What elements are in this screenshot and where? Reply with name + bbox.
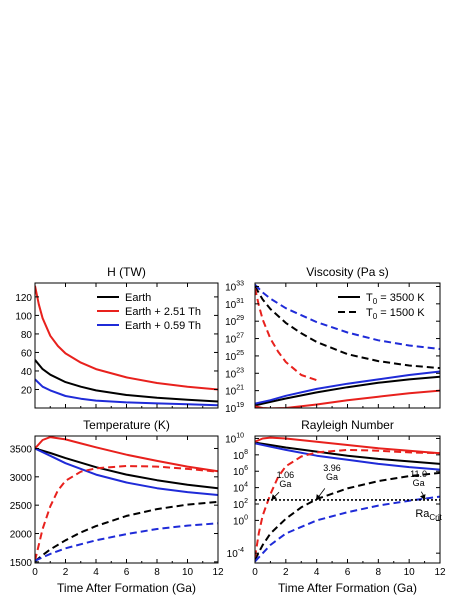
- x-tick-label: 4: [314, 567, 320, 578]
- x-tick-label: 6: [124, 567, 130, 578]
- legend-label: T0 = 1500 K: [366, 307, 425, 321]
- series-line-rayleigh-3: [255, 471, 440, 561]
- series-line-temperature-3: [35, 500, 218, 563]
- x-axis-title: Time After Formation (Ga): [278, 581, 417, 595]
- x-tick-label: 12: [212, 567, 224, 578]
- series-line-temperature-5: [35, 522, 218, 562]
- series-line-heat-0: [35, 359, 218, 403]
- y-tick-label: 108: [233, 449, 248, 462]
- y-tick-label: 1033: [225, 280, 244, 293]
- series-line-rayleigh-1: [255, 436, 440, 455]
- series-line-viscosity-0: [255, 375, 440, 407]
- panel-temperature: Temperature (K) 0 2 4 6 8 10 12 1500 2000 2500 3000…: [10, 418, 224, 595]
- series-line-rayleigh-2: [255, 442, 440, 471]
- x-tick-label: 4: [93, 567, 99, 578]
- y-tick-label: 102: [233, 498, 248, 511]
- y-tick-label: 1031: [225, 298, 244, 311]
- series-line-heat-1: [35, 285, 218, 391]
- y-tick-label: 1023: [225, 367, 244, 380]
- panel-title-rayleigh: Rayleigh Number: [301, 418, 394, 432]
- y-tick-label: 1027: [225, 333, 244, 346]
- series-line-temperature-1: [35, 436, 218, 473]
- y-tick-label: 2500: [10, 501, 33, 512]
- x-tick-label: 12: [434, 567, 446, 578]
- annotation-value: 11.0: [410, 469, 427, 479]
- y-tick-label: 100: [233, 514, 248, 527]
- y-tick-label: 1025: [225, 350, 244, 363]
- y-tick-label: 1500: [10, 558, 33, 569]
- y-tick-label: 40: [21, 367, 33, 378]
- panel-title-heat: H (TW): [107, 265, 146, 279]
- panel-title-temperature: Temperature (K): [83, 418, 170, 432]
- series-line-rayleigh-4: [255, 448, 440, 558]
- annotation-unit: Ga: [326, 472, 338, 482]
- series-line-temperature-2: [35, 447, 218, 496]
- y-tick-label: 3500: [10, 444, 33, 455]
- series-line-heat-2: [35, 378, 218, 407]
- x-tick-label: 2: [63, 567, 69, 578]
- y-tick-label: 20: [21, 385, 33, 396]
- y-tick-label: 1029: [225, 315, 244, 328]
- y-tick-label: 100: [15, 311, 32, 322]
- legend-label: T0 = 3500 K: [366, 292, 425, 306]
- annotation-value: 3.96: [323, 463, 341, 473]
- panel-title-viscosity: Viscosity (Pa s): [306, 265, 388, 279]
- y-tick-label: 2000: [10, 530, 33, 541]
- x-tick-label: 10: [404, 567, 416, 578]
- y-tick-label: 1019: [225, 402, 244, 415]
- y-tick-label: 60: [21, 348, 33, 359]
- x-tick-label: 0: [252, 567, 258, 578]
- y-tick-label: 80: [21, 330, 33, 341]
- x-tick-label: 6: [345, 567, 351, 578]
- series-line-temperature-0: [35, 447, 218, 490]
- y-tick-label: 1021: [225, 385, 244, 398]
- x-tick-label: 8: [154, 567, 160, 578]
- series-line-temperature-4: [35, 465, 218, 561]
- y-tick-label: 104: [233, 482, 248, 495]
- legend-label: Earth + 2.51 Th: [125, 306, 201, 318]
- y-tick-label: 1010: [225, 432, 244, 445]
- series-line-viscosity-2: [255, 370, 440, 405]
- annotation-value: 1.06: [277, 470, 295, 480]
- series-line-viscosity-5: [255, 283, 440, 350]
- y-tick-label: 106: [233, 465, 248, 478]
- series-line-rayleigh-0: [255, 441, 440, 465]
- panel-viscosity: Viscosity (Pa s) 1019 1021 1023 1025 1027 1029…: [225, 265, 441, 415]
- y-tick-label: 10-4: [227, 547, 244, 560]
- annotation-unit: Ga: [279, 479, 291, 489]
- annotation-arrowhead: [316, 494, 322, 500]
- panel-heat: H (TW) 20 40 60 80 100 120 Earth Earth + 2.51 Th…: [15, 265, 219, 409]
- x-tick-label: 2: [283, 567, 289, 578]
- annotation-arrowhead: [419, 494, 426, 500]
- series-line-viscosity-1: [255, 389, 440, 408]
- y-tick-label: 3000: [10, 473, 33, 484]
- legend-label: Earth + 0.59 Th: [125, 320, 201, 332]
- x-tick-label: 0: [32, 567, 38, 578]
- critical-label: RaCrit: [415, 508, 442, 522]
- legend-label: Earth: [125, 292, 151, 304]
- series-line-viscosity-4: [255, 287, 318, 382]
- y-tick-label: 120: [15, 293, 32, 304]
- x-axis-title: Time After Formation (Ga): [57, 581, 196, 595]
- x-tick-label: 10: [182, 567, 194, 578]
- annotation-unit: Ga: [413, 478, 425, 488]
- series-line-rayleigh-5: [255, 495, 440, 563]
- x-tick-label: 8: [376, 567, 382, 578]
- annotation-arrowhead: [271, 494, 277, 500]
